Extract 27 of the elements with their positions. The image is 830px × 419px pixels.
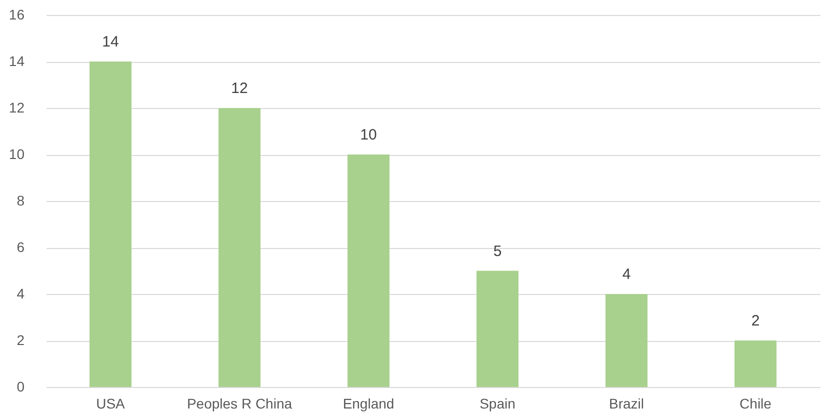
x-tick-label: USA (96, 396, 126, 412)
bar (90, 62, 132, 387)
x-tick-label: Spain (480, 396, 516, 412)
y-tick-label: 10 (8, 146, 25, 162)
y-tick-label: 16 (8, 6, 25, 22)
y-tick-label: 0 (16, 378, 25, 394)
bar (348, 154, 390, 387)
x-tick-label: Peoples R China (186, 396, 292, 412)
x-tick-label: Chile (740, 396, 772, 412)
y-tick-label: 8 (16, 192, 25, 208)
data-label: 12 (231, 80, 248, 97)
y-tick-label: 4 (16, 286, 25, 302)
data-label: 14 (102, 34, 119, 50)
x-tick-label: Brazil (608, 396, 644, 412)
data-label: 5 (493, 242, 502, 260)
data-label: 10 (360, 126, 377, 144)
y-tick-label: 6 (16, 239, 25, 255)
bar (606, 294, 648, 387)
y-tick-label: 2 (16, 332, 25, 348)
x-tick-label: England (342, 396, 394, 412)
y-tick-label: 12 (8, 100, 25, 116)
bar (218, 108, 260, 387)
bar (734, 340, 776, 387)
bar (476, 270, 518, 387)
data-label: 2 (751, 312, 760, 330)
y-tick-label: 14 (8, 53, 25, 69)
data-label: 4 (622, 266, 631, 283)
